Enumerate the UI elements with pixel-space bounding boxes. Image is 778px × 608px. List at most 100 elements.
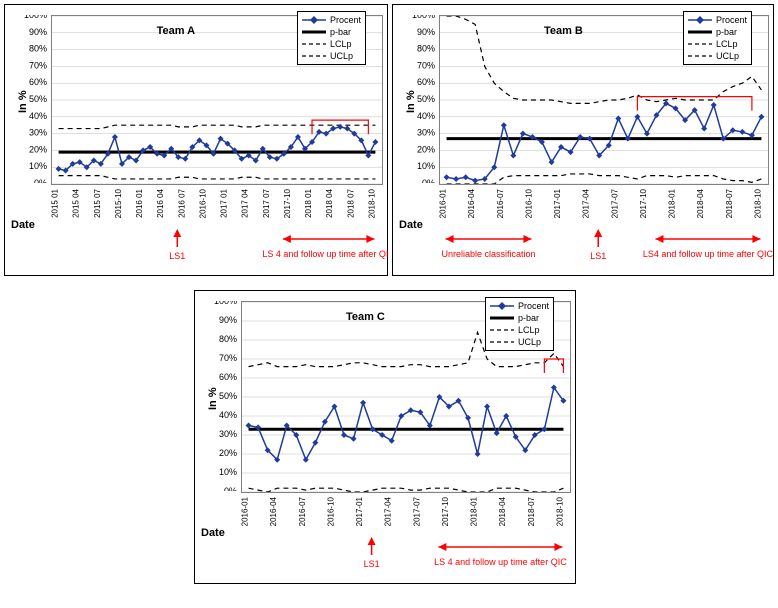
svg-text:2017-10: 2017-10: [283, 188, 292, 218]
chart-title: Team B: [544, 25, 583, 37]
legend-label: Procent: [518, 300, 549, 312]
legend-item: Procent: [302, 14, 361, 26]
svg-text:2015 01: 2015 01: [51, 188, 60, 217]
svg-text:2017-01: 2017-01: [355, 496, 364, 526]
svg-text:50%: 50%: [29, 94, 47, 104]
legend-item: UCLp: [302, 50, 361, 62]
svg-text:100%: 100%: [214, 301, 237, 306]
svg-text:2018-01: 2018-01: [668, 188, 677, 218]
svg-text:80%: 80%: [417, 44, 435, 54]
svg-text:2018-10: 2018-10: [555, 496, 564, 526]
svg-text:80%: 80%: [219, 334, 237, 344]
panel-team-a: 0%10%20%30%40%50%60%70%80%90%100%2015 01…: [4, 4, 388, 276]
annotations: LS1 LS 4 and follow up time after QIC: [5, 229, 389, 273]
svg-text:10%: 10%: [219, 467, 237, 477]
svg-text:40%: 40%: [219, 410, 237, 420]
svg-text:2017-04: 2017-04: [384, 496, 393, 526]
svg-text:2016-04: 2016-04: [269, 496, 278, 526]
svg-text:2017 01: 2017 01: [220, 188, 229, 217]
svg-text:2016-07: 2016-07: [496, 188, 505, 218]
svg-text:90%: 90%: [219, 315, 237, 325]
svg-text:50%: 50%: [219, 391, 237, 401]
svg-text:100%: 100%: [24, 15, 47, 20]
svg-text:Unreliable classification: Unreliable classification: [441, 249, 535, 259]
svg-text:2017 04: 2017 04: [241, 188, 250, 217]
y-axis-label: In %: [405, 90, 417, 113]
svg-text:LS1: LS1: [169, 251, 185, 261]
panel-team-b: 0%10%20%30%40%50%60%70%80%90%100%2016-01…: [392, 4, 774, 276]
svg-text:LS1: LS1: [364, 559, 380, 569]
svg-text:60%: 60%: [29, 77, 47, 87]
legend-item: p-bar: [490, 312, 549, 324]
legend-item: p-bar: [302, 26, 361, 38]
chart-title: Team C: [346, 311, 385, 323]
legend-item: Procent: [490, 300, 549, 312]
svg-text:60%: 60%: [219, 372, 237, 382]
legend-label: LCLp: [518, 324, 540, 336]
signal-bracket: [544, 359, 563, 373]
svg-text:70%: 70%: [219, 353, 237, 363]
svg-text:50%: 50%: [417, 94, 435, 104]
svg-text:2018-07: 2018-07: [725, 188, 734, 218]
svg-text:70%: 70%: [29, 60, 47, 70]
legend-label: Procent: [330, 14, 361, 26]
svg-text:10%: 10%: [29, 161, 47, 171]
svg-text:2017-01: 2017-01: [553, 188, 562, 218]
svg-text:2015 07: 2015 07: [93, 188, 102, 217]
svg-text:2017-10: 2017-10: [441, 496, 450, 526]
svg-text:2016-01: 2016-01: [439, 188, 448, 218]
svg-text:20%: 20%: [417, 144, 435, 154]
svg-text:80%: 80%: [29, 44, 47, 54]
svg-text:2016-01: 2016-01: [241, 496, 250, 526]
annotations: Unreliable classification LS1 LS4 and foll…: [393, 229, 775, 273]
svg-text:LS4 and follow up time after Q: LS4 and follow up time after QIC: [643, 249, 774, 259]
legend: Procentp-barLCLpUCLp: [297, 11, 366, 65]
svg-text:70%: 70%: [417, 60, 435, 70]
svg-text:2017-07: 2017-07: [412, 496, 421, 526]
legend-label: Procent: [716, 14, 747, 26]
svg-text:2016-10: 2016-10: [524, 188, 533, 218]
svg-text:2018-04: 2018-04: [498, 496, 507, 526]
svg-text:2017-07: 2017-07: [610, 188, 619, 218]
legend-label: UCLp: [330, 50, 353, 62]
svg-text:2018 07: 2018 07: [346, 188, 355, 217]
legend-label: p-bar: [518, 312, 539, 324]
svg-text:LS1: LS1: [590, 251, 606, 261]
legend-item: LCLp: [490, 324, 549, 336]
svg-text:LS 4 and follow up time after: LS 4 and follow up time after QIC: [434, 557, 567, 567]
svg-text:60%: 60%: [417, 77, 435, 87]
svg-text:LS 4 and follow up time after: LS 4 and follow up time after QIC: [262, 249, 389, 259]
legend-item: Procent: [688, 14, 747, 26]
legend-item: UCLp: [490, 336, 549, 348]
legend-item: UCLp: [688, 50, 747, 62]
legend-label: UCLp: [716, 50, 739, 62]
svg-text:2018-01: 2018-01: [470, 496, 479, 526]
legend-item: LCLp: [688, 38, 747, 50]
svg-text:2016 07: 2016 07: [177, 188, 186, 217]
legend-label: LCLp: [330, 38, 352, 50]
legend-item: LCLp: [302, 38, 361, 50]
legend-label: LCLp: [716, 38, 738, 50]
svg-text:2016 04: 2016 04: [156, 188, 165, 217]
legend-item: p-bar: [688, 26, 747, 38]
svg-text:90%: 90%: [417, 27, 435, 37]
annotations: LS1 LS 4 and follow up time after QIC: [195, 537, 577, 581]
svg-text:20%: 20%: [219, 448, 237, 458]
legend-label: p-bar: [716, 26, 737, 38]
svg-text:2018-10: 2018-10: [753, 188, 762, 218]
svg-text:30%: 30%: [219, 429, 237, 439]
x-axis: 2015 012015 042015 072015-102016 012016 …: [5, 183, 389, 233]
panel-team-c: 0%10%20%30%40%50%60%70%80%90%100%2016-01…: [194, 290, 576, 584]
svg-text:2017-04: 2017-04: [582, 188, 591, 218]
svg-text:30%: 30%: [29, 128, 47, 138]
svg-text:2018 04: 2018 04: [325, 188, 334, 217]
y-axis-label: In %: [17, 90, 29, 113]
chart-title: Team A: [157, 25, 196, 37]
svg-text:40%: 40%: [29, 111, 47, 121]
svg-text:2016-04: 2016-04: [467, 188, 476, 218]
svg-text:2017 07: 2017 07: [262, 188, 271, 217]
svg-text:2018-07: 2018-07: [527, 496, 536, 526]
svg-text:100%: 100%: [412, 15, 435, 20]
svg-text:20%: 20%: [29, 144, 47, 154]
svg-text:30%: 30%: [417, 128, 435, 138]
